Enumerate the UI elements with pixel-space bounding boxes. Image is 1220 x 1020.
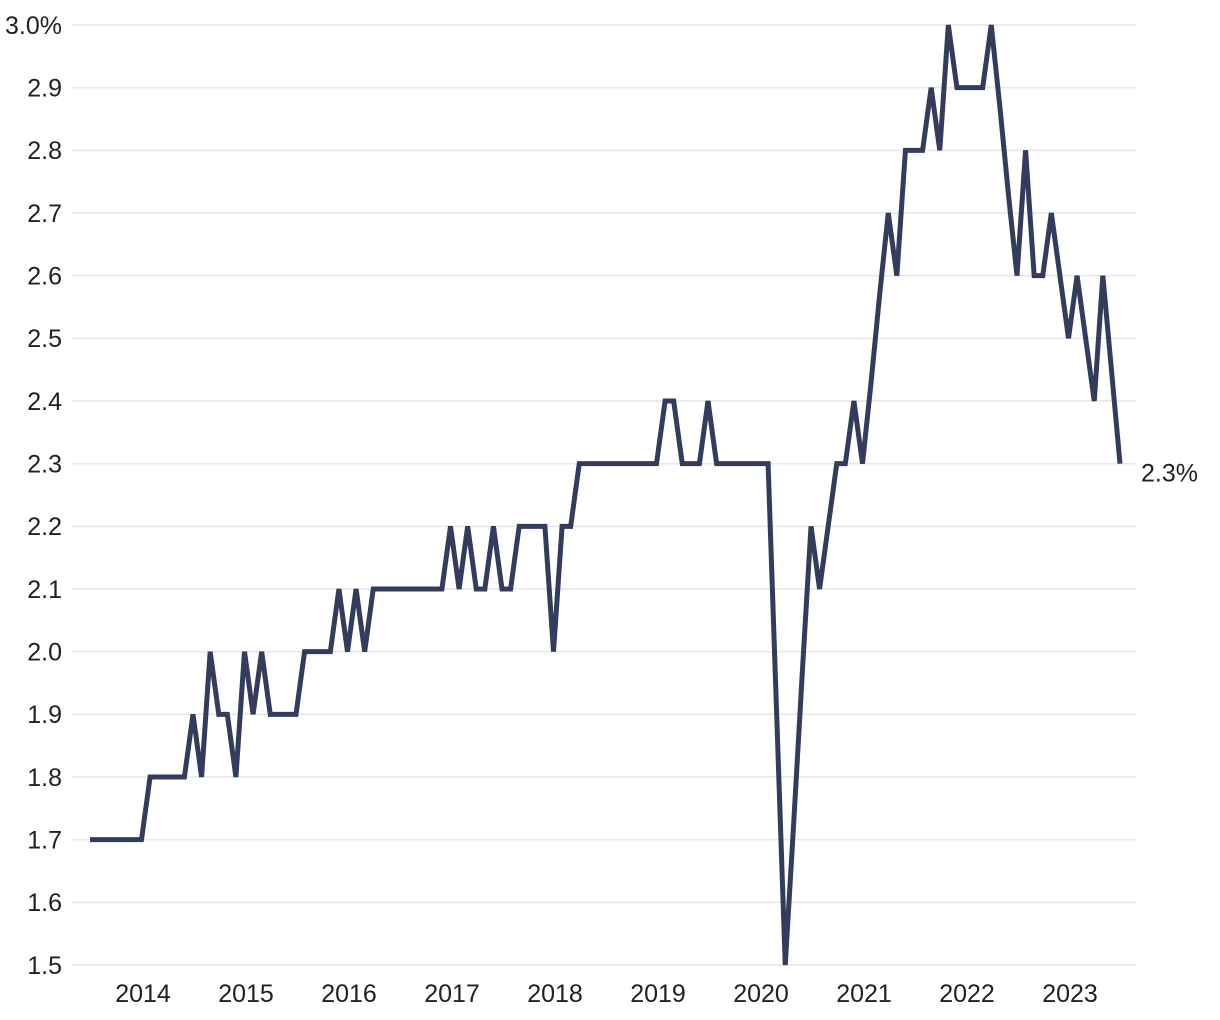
x-axis-year-label: 2023 xyxy=(1042,980,1098,1008)
y-axis-tick-label: 3.0% xyxy=(5,12,62,40)
x-axis-year-label: 2015 xyxy=(218,980,274,1008)
y-axis-tick-label: 2.5 xyxy=(27,325,62,353)
data-line xyxy=(90,24,1123,966)
y-axis-tick-label: 2.8 xyxy=(27,137,62,165)
x-axis-year-label: 2020 xyxy=(733,980,789,1008)
y-axis-tick-label: 1.6 xyxy=(27,889,62,917)
y-axis-tick-label: 1.7 xyxy=(27,826,62,854)
y-axis-tick-label: 2.2 xyxy=(27,513,62,541)
y-axis-tick-label: 2.6 xyxy=(27,262,62,290)
y-axis-tick-label: 2.7 xyxy=(27,200,62,228)
y-axis-tick-label: 2.0 xyxy=(27,638,62,666)
y-axis-tick-label: 1.5 xyxy=(27,952,62,980)
x-axis-year-label: 2017 xyxy=(424,980,480,1008)
y-axis-tick-label: 2.4 xyxy=(27,388,62,416)
x-axis-year-label: 2019 xyxy=(630,980,686,1008)
end-value-label: 2.3% xyxy=(1141,459,1198,487)
y-axis-tick-label: 2.1 xyxy=(27,576,62,604)
y-axis-tick-label: 2.9 xyxy=(27,74,62,102)
x-axis-year-label: 2016 xyxy=(321,980,377,1008)
x-axis-year-label: 2022 xyxy=(939,980,995,1008)
y-axis-tick-label: 2.3 xyxy=(27,450,62,478)
y-axis-tick-label: 1.9 xyxy=(27,701,62,729)
x-axis-year-label: 2021 xyxy=(836,980,892,1008)
x-axis-year-label: 2018 xyxy=(527,980,583,1008)
x-axis-year-label: 2014 xyxy=(115,980,171,1008)
y-axis-tick-label: 1.8 xyxy=(27,764,62,792)
